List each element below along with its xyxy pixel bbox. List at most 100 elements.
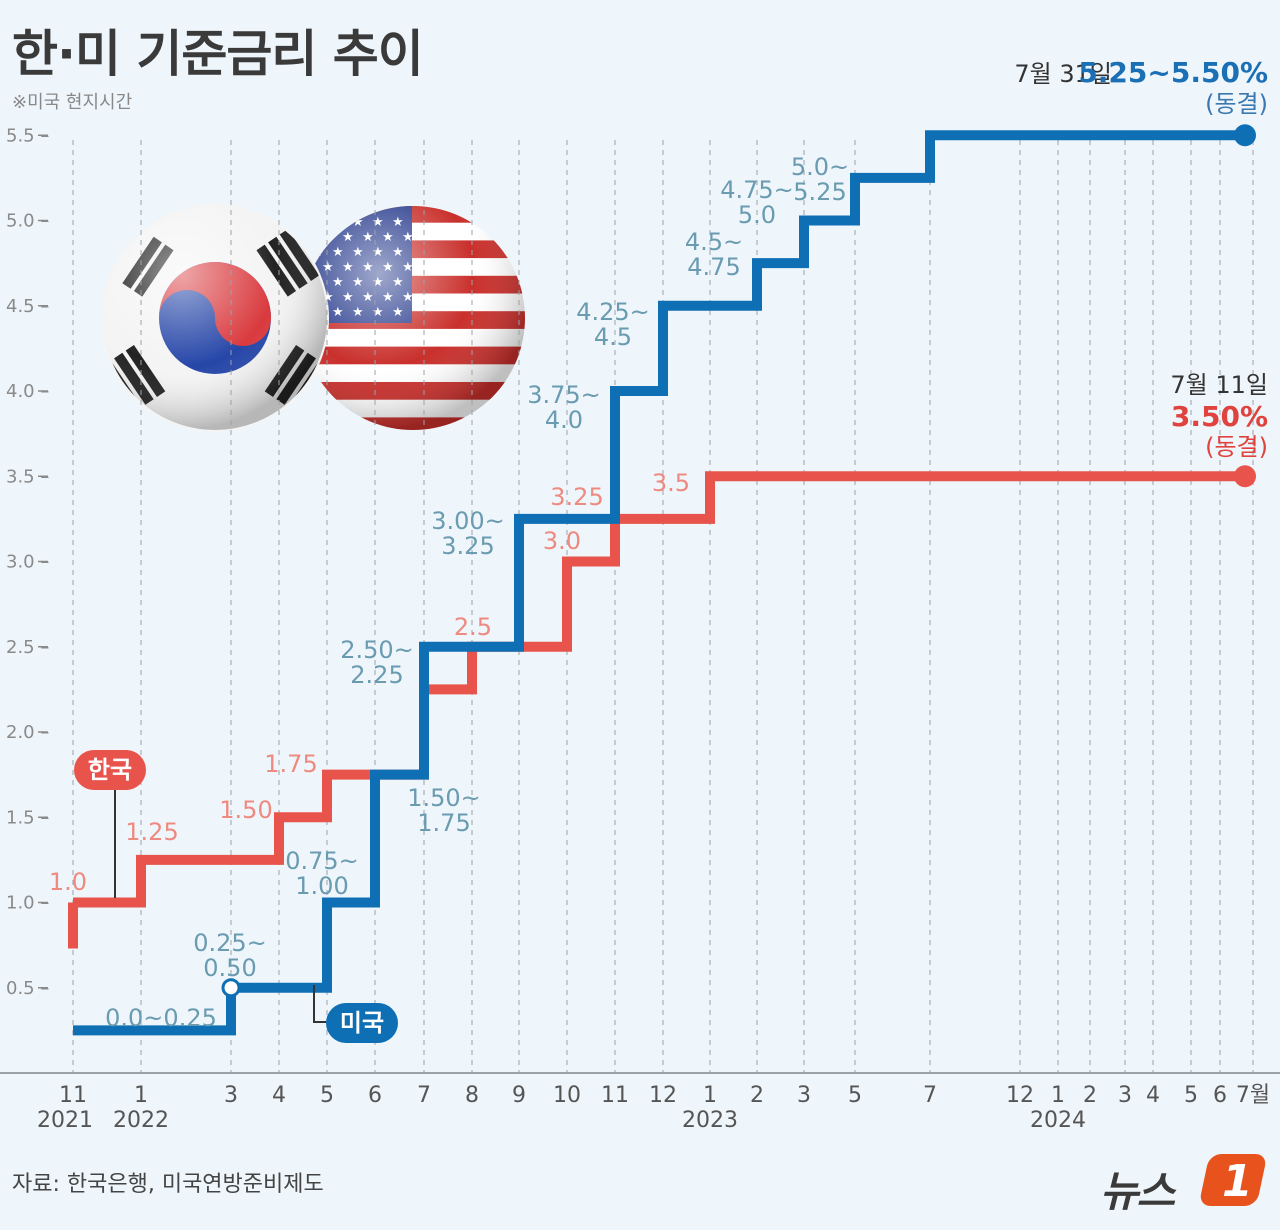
x-year-label: 2024 [1030,1108,1086,1133]
korea-step-label: 1.50 [219,796,272,824]
x-tick-label: 6 [1213,1083,1227,1108]
korea-step-label: 1.75 [264,750,317,778]
grid [0,140,1280,1074]
data-labels: 1.0 1.25 1.50 1.75 2.5 3.0 3.25 3.5 0.0~0.25 0.25… [49,153,849,1032]
y-axis: 0.5 – 1.0 – 1.5 – 2.0 – 2.5 – 3.0 – 3.5 – 4.0 –… [6,125,49,999]
us-step-label: 5.25 [793,178,846,206]
us-step-label: 4.25~ [576,298,650,326]
flags-illustration: ★★★★★★★★★★★★★★★★★★★★★★★★★★★★★★★★★★★ [101,204,525,432]
x-tick-label: 6 [368,1083,382,1108]
us-step-label: 5.0 [738,201,776,229]
y-tick-label: 2.5 – [6,637,49,658]
logo-badge-number: 1 [1222,1156,1253,1207]
x-tick-label: 11 [59,1083,87,1108]
us-step-label: 4.5~ [685,228,743,256]
x-tick-label: 7 [923,1083,937,1108]
y-tick-label: 1.5 – [6,807,49,828]
korea-end-point [1234,465,1256,488]
korea-step-label: 3.25 [550,483,603,511]
us-step-label: 2.50~ [340,636,414,664]
x-tick-label: 1 [134,1083,148,1108]
korea-step-label: 1.0 [49,868,87,896]
x-tick-label: 1 [1051,1083,1065,1108]
korea-step-label: 1.25 [125,818,178,846]
x-tick-label: 11 [601,1083,629,1108]
us-step-label: 2.25 [350,661,403,689]
us-step-label: 1.00 [295,872,348,900]
x-tick-label: 7 [417,1083,431,1108]
us-flag-icon: ★★★★★★★★★★★★★★★★★★★★★★★★★★★★★★★★★★★ [301,206,525,430]
us-step-label: 0.0~0.25 [105,1004,217,1032]
legend-us: 미국 [313,985,398,1043]
us-rate-line [73,130,1253,1036]
x-tick-label: 5 [320,1083,334,1108]
x-tick-label: 5 [1184,1083,1198,1108]
us-step-label: 4.75~ [720,176,794,204]
us-end-point [1234,124,1256,147]
source-note: 자료: 한국은행, 미국연방준비제도 [12,1172,324,1197]
us-end-value: 5.25~5.50% [1078,56,1268,89]
x-tick-label: 2 [1083,1083,1097,1108]
us-step-label: 3.00~ [431,507,505,535]
x-tick-label: 5 [848,1083,862,1108]
us-step-marker [221,978,241,998]
series-layer [68,124,1256,1036]
us-step-label: 0.50 [203,954,256,982]
korea-step-label: 3.0 [543,527,581,555]
y-tick-label: 1.0 – [6,893,49,914]
korea-step-label: 2.5 [454,613,492,641]
us-end-date: 7월 31일 [1014,60,1112,88]
news1-logo: 뉴스 1 [1100,1150,1270,1216]
x-tick-label: 3 [797,1083,811,1108]
x-tick-label: 3 [224,1083,238,1108]
korea-rate-line [73,471,1253,908]
legend-us-badge [326,1003,398,1043]
logo-text: 뉴스 [1100,1167,1175,1216]
x-tick-label: 4 [1146,1083,1160,1108]
y-tick-label: 3.0 – [6,552,49,573]
us-step-label: 1.50~ [407,784,481,812]
us-step-label: 3.25 [441,532,494,560]
us-step-label: 4.0 [545,406,583,434]
y-tick-label: 4.5 – [6,296,49,317]
x-year-label: 2022 [113,1108,169,1133]
korea-end-status: (동결) [1205,433,1268,461]
x-year-label: 2021 [37,1108,93,1133]
x-tick-label: 9 [512,1083,526,1108]
y-tick-label: 3.5 – [6,466,49,487]
us-step-label: 0.75~ [285,847,359,875]
us-step-label: 4.5 [594,323,632,351]
x-year-label: 2023 [682,1108,738,1133]
x-tick-label: 3 [1118,1083,1132,1108]
x-tick-label: 2 [750,1083,764,1108]
us-end-status: (동결) [1205,90,1268,118]
svg-text:★: ★ [332,215,344,230]
x-tick-label: 12 [1006,1083,1034,1108]
y-tick-label: 2.0 – [6,722,49,743]
legend-korea-label: 한국 [88,756,132,784]
svg-text:★: ★ [312,215,324,230]
page-title: 한·미 기준금리 추이 [12,25,424,83]
korea-end-value: 3.50% [1171,400,1268,433]
y-tick-label: 0.5 – [6,978,49,999]
korea-step-label: 3.5 [652,469,690,497]
legend-korea: 한국 [74,750,146,898]
x-tick-label: 4 [272,1083,286,1108]
us-step-label: 0.25~ [193,929,267,957]
y-tick-label: 5.0 – [6,211,49,232]
legend-us-label: 미국 [340,1009,384,1037]
legend-korea-badge [74,750,146,790]
us-step-label: 3.75~ [527,381,601,409]
us-step-label: 5.0~ [791,153,849,181]
us-step-label: 1.75 [417,809,470,837]
timezone-note: ※미국 현지시간 [12,92,133,113]
y-tick-label: 5.5 – [6,125,49,146]
us-step-label: 4.75 [687,253,740,281]
x-tick-label: 12 [649,1083,677,1108]
rate-chart: ★★★★★★★★★★★★★★★★★★★★★★★★★★★★★★★★★★★ [0,56,1280,1133]
x-tick-label: 7월 [1236,1083,1270,1108]
y-tick-label: 4.0 – [6,381,49,402]
korea-flag-icon [101,204,329,432]
